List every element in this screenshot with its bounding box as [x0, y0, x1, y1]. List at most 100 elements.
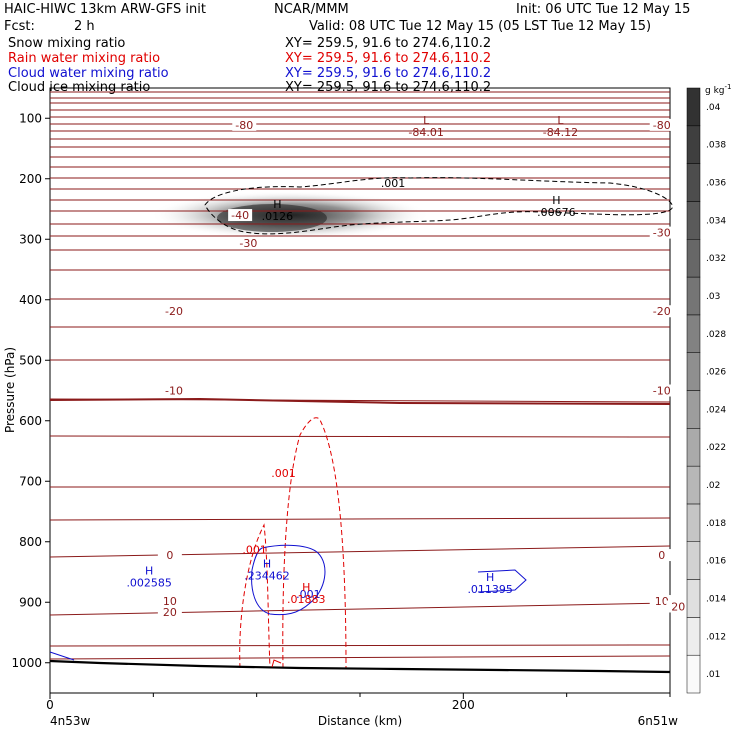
y-tick-label: 1000	[11, 656, 42, 670]
colorbar: .01 .012 .014 .016 .018 .02 .022 .024 .026 .028 .0…	[686, 87, 726, 694]
x-axis-ticks: 0 200	[46, 693, 671, 712]
field-rain-name: Rain water mixing ratio	[8, 51, 161, 66]
temperature-label: 20	[671, 600, 685, 613]
y-tick-label: 100	[19, 111, 42, 125]
model-title: HAIC-HIWC 13km ARW-GFS init	[4, 2, 206, 17]
temperature-label-bg	[649, 549, 674, 562]
colorbar-tick-label: .02	[706, 481, 720, 491]
contour-label: .001	[271, 467, 296, 480]
colorbar-swatch	[686, 503, 701, 542]
colorbar-tick-label: .036	[706, 179, 726, 189]
temperature-label-bg	[157, 595, 182, 608]
terrain-notch	[271, 659, 282, 668]
rain-contour-tall	[282, 417, 347, 669]
cloud-water-contour-left	[49, 651, 75, 661]
temperature-label: -30	[653, 227, 671, 240]
temperature-label: -10	[165, 385, 183, 398]
cloud-water-contour-right	[477, 569, 527, 593]
y-tick-label: 200	[19, 172, 42, 186]
colorbar-tick-label: .022	[706, 443, 726, 453]
colorbar-swatch	[686, 239, 701, 278]
colorbar-swatch	[686, 465, 701, 505]
extremum-mark: H	[263, 558, 271, 571]
temperature-label: -40	[231, 209, 249, 222]
extremum-mark: H	[486, 571, 494, 584]
colorbar-swatch	[686, 352, 701, 391]
extremum-mark: H	[273, 198, 281, 211]
y-tick-label: 400	[19, 293, 42, 307]
temperature-label-bg	[162, 384, 186, 397]
field-rain-xy: XY= 259.5, 91.6 to 274.6,110.2	[285, 51, 492, 66]
colorbar-swatch	[686, 654, 701, 694]
temperature-label-bg	[232, 118, 257, 131]
temperature-label: -80	[653, 119, 671, 132]
colorbar-swatch	[686, 428, 701, 467]
colorbar-swatch	[686, 617, 701, 656]
temperature-label-bg	[649, 226, 674, 239]
isotherms	[49, 91, 671, 660]
colorbar-swatch	[686, 276, 701, 316]
org-label: NCAR/MMM	[274, 2, 349, 17]
colorbar-tick-label: .03	[706, 292, 720, 302]
colorbar-tick-label: .028	[706, 330, 726, 340]
field-snow-name: Snow mixing ratio	[8, 36, 126, 51]
extremum-mark: L	[557, 114, 564, 127]
field-snow-xy: XY= 259.5, 91.6 to 274.6,110.2	[285, 36, 492, 51]
colorbar-tick-label: .012	[706, 632, 726, 642]
colorbar-tick-label: .04	[706, 103, 721, 113]
temperature-label-bg	[162, 305, 186, 318]
plot-frame	[49, 87, 671, 694]
extremum-value: .00676	[537, 206, 576, 219]
field-cloudwater-xy: XY= 259.5, 91.6 to 274.6,110.2	[285, 66, 492, 81]
contour-label: .001	[296, 588, 321, 601]
colorbar-tick-label: .01	[706, 670, 720, 680]
colorbar-swatch	[686, 390, 701, 429]
temperature-label-bg	[649, 305, 674, 318]
colorbar-tick-label: .018	[706, 519, 726, 529]
colorbar-tick-label: .038	[706, 141, 726, 151]
x-tick-label: 0	[46, 698, 54, 712]
colorbar-swatch	[686, 314, 701, 353]
temperature-label: 10	[655, 595, 669, 608]
temperature-label: -30	[239, 237, 257, 250]
temperature-label-bg	[157, 549, 182, 562]
temperature-label: 0	[658, 549, 665, 562]
y-axis-ticks: 100 200 300 400 500 600 700 800 900 1000	[11, 111, 50, 670]
x-tick-label: 200	[452, 698, 475, 712]
cloud-water-contour-main	[251, 544, 326, 616]
fcst-label: Fcst:	[4, 19, 35, 34]
temperature-label: -80	[235, 119, 253, 132]
extremum-mark: L	[423, 114, 430, 127]
colorbar-swatch	[686, 579, 701, 618]
y-tick-label: 600	[19, 414, 42, 428]
colorbar-swatch	[686, 125, 701, 164]
valid-time: Valid: 08 UTC Tue 12 May 15 (05 LST Tue …	[309, 19, 652, 34]
extremum-mark: H	[302, 581, 310, 594]
isotherm-zero	[49, 397, 671, 405]
temperature-label-bg	[649, 384, 674, 397]
temperature-label: -20	[653, 305, 671, 318]
colorbar-unit-exp: -1	[725, 83, 732, 91]
extremum-mark: H	[145, 564, 153, 577]
temperature-label-bg	[649, 118, 674, 131]
colorbar-unit: g kg-1	[705, 83, 731, 96]
y-tick-label: 800	[19, 535, 42, 549]
colorbar-swatch	[686, 163, 701, 202]
extremum-mark: H	[552, 194, 560, 207]
colorbar-tick-label: .024	[706, 405, 726, 415]
y-axis-label: Pressure (hPa)	[3, 347, 17, 433]
extremum-value: .0126	[262, 210, 294, 223]
temperature-label: 10	[163, 595, 177, 608]
extremum-value: -84.12	[543, 126, 578, 139]
colorbar-swatch	[686, 87, 701, 127]
contour-label: .001	[242, 544, 267, 557]
temperature-label-bg	[157, 605, 182, 618]
extremum-value: .002585	[126, 576, 172, 589]
colorbar-unit-base: g kg	[705, 86, 725, 96]
rain-contour-small	[239, 523, 271, 669]
colorbar-swatch	[686, 541, 701, 580]
endpoint-left: 4n53w	[50, 714, 91, 728]
temperature-label-bg	[228, 209, 253, 222]
extremum-value: .011395	[467, 583, 513, 596]
